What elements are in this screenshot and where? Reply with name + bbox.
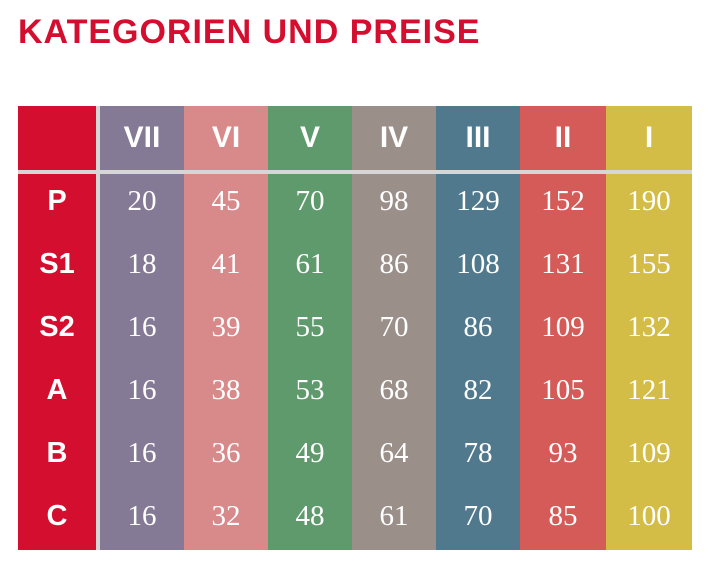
column-header-i: I — [644, 121, 654, 154]
price-cell: 155 — [627, 248, 671, 280]
price-cell: 53 — [295, 374, 325, 406]
price-cell: 86 — [463, 311, 493, 343]
price-cell: 16 — [127, 437, 157, 469]
price-cell: 20 — [127, 185, 157, 217]
price-cell: 61 — [379, 500, 409, 532]
price-cell: 70 — [295, 185, 325, 217]
price-cell: 48 — [295, 500, 325, 532]
price-cell: 70 — [379, 311, 409, 343]
column-iii: III 129 108 86 82 78 70 — [436, 106, 520, 550]
price-cell: 32 — [211, 500, 241, 532]
page-title: KATEGORIEN UND PREISE — [18, 13, 481, 51]
price-cell: 16 — [127, 374, 157, 406]
price-cell: 105 — [541, 374, 585, 406]
price-cell: 108 — [456, 248, 500, 280]
label-column-divider — [96, 106, 100, 550]
price-cell: 55 — [295, 311, 325, 343]
price-cell: 16 — [127, 500, 157, 532]
column-vi: VI 45 41 39 38 36 32 — [184, 106, 268, 550]
price-table: P S1 S2 A B C VII 20 18 16 16 16 16 VI 4… — [18, 106, 692, 550]
price-cell: 36 — [211, 437, 241, 469]
price-cell: 70 — [463, 500, 493, 532]
column-iv: IV 98 86 70 68 64 61 — [352, 106, 436, 550]
column-header-vii: VII — [123, 121, 161, 154]
price-cell: 16 — [127, 311, 157, 343]
column-header-ii: II — [554, 121, 572, 154]
price-cell: 85 — [548, 500, 578, 532]
column-v: V 70 61 55 53 49 48 — [268, 106, 352, 550]
price-cell: 39 — [211, 311, 241, 343]
price-cell: 82 — [463, 374, 493, 406]
price-cell: 45 — [211, 185, 241, 217]
price-cell: 129 — [456, 185, 500, 217]
price-cell: 100 — [627, 500, 671, 532]
column-i: I 190 155 132 121 109 100 — [606, 106, 692, 550]
price-cell: 86 — [379, 248, 409, 280]
price-cell: 61 — [295, 248, 325, 280]
column-vii: VII 20 18 16 16 16 16 — [100, 106, 184, 550]
price-cell: 98 — [379, 185, 409, 217]
column-header-iii: III — [465, 121, 491, 154]
column-header-vi: VI — [211, 121, 241, 154]
price-cell: 64 — [379, 437, 409, 469]
price-cell: 18 — [127, 248, 157, 280]
row-label-c: C — [46, 500, 68, 532]
column-header-v: V — [299, 121, 320, 154]
row-label-s1: S1 — [39, 248, 75, 280]
price-cell: 41 — [211, 248, 241, 280]
price-cell: 152 — [541, 185, 585, 217]
price-cell: 93 — [548, 437, 578, 469]
column-ii: II 152 131 109 105 93 85 — [520, 106, 606, 550]
price-cell: 132 — [627, 311, 671, 343]
price-cell: 109 — [627, 437, 671, 469]
header-divider — [18, 170, 692, 174]
price-cell: 49 — [295, 437, 325, 469]
row-label-a: A — [46, 374, 68, 406]
row-label-b: B — [46, 437, 68, 469]
column-header-iv: IV — [379, 121, 409, 154]
price-cell: 190 — [627, 185, 671, 217]
price-cell: 38 — [211, 374, 241, 406]
row-label-s2: S2 — [39, 311, 75, 343]
price-cell: 109 — [541, 311, 585, 343]
price-cell: 121 — [627, 374, 671, 406]
row-label-p: P — [47, 185, 67, 217]
row-label-column: P S1 S2 A B C — [18, 106, 96, 550]
price-cell: 78 — [463, 437, 493, 469]
price-cell: 68 — [379, 374, 409, 406]
price-cell: 131 — [541, 248, 585, 280]
